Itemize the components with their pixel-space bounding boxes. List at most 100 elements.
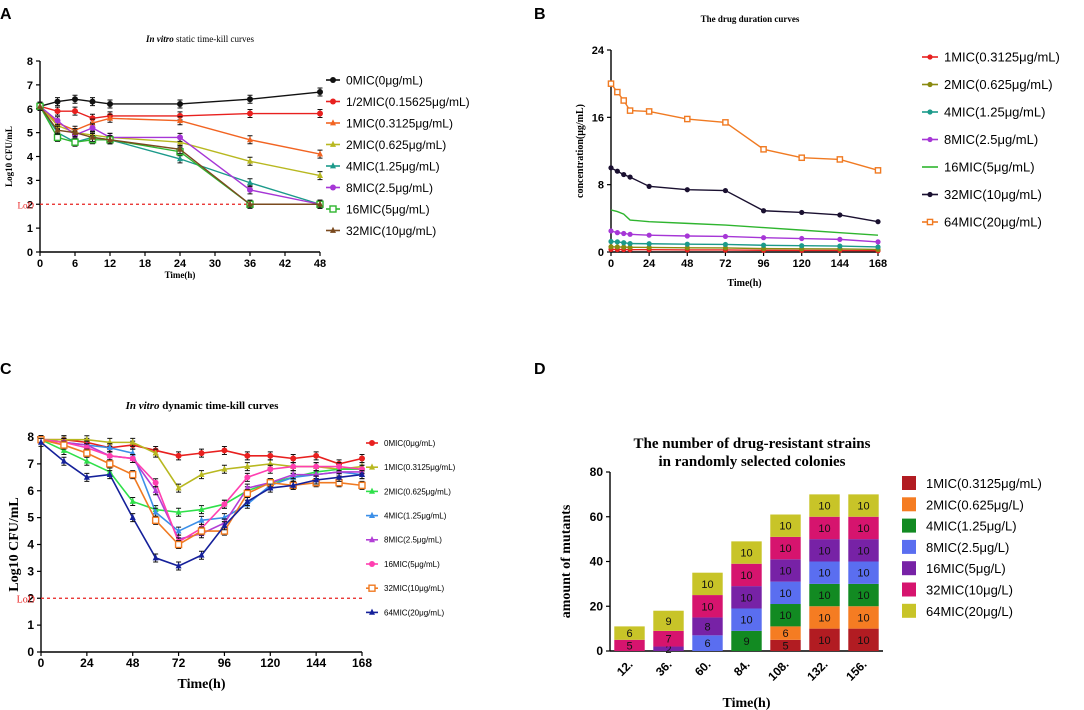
data-point xyxy=(760,146,767,153)
data-point xyxy=(317,200,323,207)
y-tick-label: 5 xyxy=(27,511,34,525)
legend-label: 8MIC(2.5μg/mL) xyxy=(346,181,433,195)
legend-marker xyxy=(329,205,337,213)
legend-label: 32MIC(10μg/mL) xyxy=(384,584,445,593)
data-point xyxy=(317,110,323,117)
data-point xyxy=(152,449,159,456)
chart-b-drug-duration: The drug duration curves 0 24 48 72 96 120 144 1… xyxy=(575,14,1060,289)
data-point xyxy=(89,133,96,140)
legend-swatch xyxy=(902,518,916,533)
data-point xyxy=(152,479,159,486)
data-point xyxy=(152,486,159,494)
bar-stack-5: 10 10 10 10 10 10 10 xyxy=(809,494,840,651)
series-line xyxy=(39,105,321,177)
legend-item: 4MIC(1.25μg/mL) xyxy=(366,511,447,520)
bar-segment xyxy=(809,516,840,540)
y-tick-label: 6 xyxy=(27,484,34,498)
data-point xyxy=(799,209,805,216)
data-point xyxy=(608,238,614,245)
data-point xyxy=(244,462,251,469)
data-point xyxy=(684,187,690,193)
bar-value-label: 10 xyxy=(857,568,869,580)
legend-item: 32MIC(10μg/mL) xyxy=(922,187,1042,202)
data-point xyxy=(60,457,67,464)
legend-marker xyxy=(369,463,375,470)
data-point xyxy=(177,145,183,152)
data-point xyxy=(177,100,183,107)
data-point xyxy=(38,438,44,445)
legend-item: 32MIC(10μg/mL) xyxy=(326,224,436,238)
data-point xyxy=(836,156,844,163)
series-line xyxy=(610,209,879,236)
data-point xyxy=(107,100,113,107)
data-point xyxy=(175,484,182,491)
y-tick-label: 5 xyxy=(27,128,33,140)
x-tick-label: 48 xyxy=(681,258,693,270)
bar-value-label: 2 xyxy=(665,644,671,656)
panel-label-d: D xyxy=(534,361,546,378)
x-tick-label: 144 xyxy=(831,258,850,270)
y-tick-label: 8 xyxy=(598,180,604,192)
data-point xyxy=(151,516,160,525)
data-point xyxy=(244,474,251,481)
bar-segment xyxy=(731,563,762,587)
data-point xyxy=(221,521,228,529)
x-tick-label: 120 xyxy=(260,656,280,670)
series-2 xyxy=(608,238,881,250)
data-point xyxy=(107,114,113,121)
bar-value-label: 10 xyxy=(818,501,830,513)
bar-segment xyxy=(809,606,840,629)
bar-value-label: 10 xyxy=(740,592,752,604)
x-axis-label: Time(h) xyxy=(178,677,226,692)
data-point xyxy=(608,165,614,171)
bar-segment xyxy=(848,561,879,584)
data-point xyxy=(646,241,652,247)
data-point xyxy=(875,244,881,250)
data-point xyxy=(874,167,882,174)
panel-label-b: B xyxy=(534,6,546,23)
x-tick-label: 48 xyxy=(126,656,140,670)
legend-item: 4MIC(1.25μg/L) xyxy=(902,518,1017,534)
legend-marker xyxy=(926,218,934,226)
data-point xyxy=(54,126,61,133)
panel-label-a: A xyxy=(0,6,12,23)
data-point xyxy=(54,108,61,115)
x-tick-label: 168 xyxy=(352,656,372,670)
x-tick-label: 12. xyxy=(614,657,636,679)
x-tick-label: 0 xyxy=(608,258,614,270)
legend-label: 64MIC(20μg/L) xyxy=(926,604,1013,619)
data-point xyxy=(106,438,113,445)
data-point xyxy=(837,212,843,218)
legend-item: 0MIC(0μg/mL) xyxy=(366,439,436,448)
data-point xyxy=(247,186,253,193)
lod-label: LoD xyxy=(17,594,35,605)
data-point xyxy=(313,452,320,459)
bar-segment xyxy=(731,541,762,564)
chart-title: In vitro dynamic time-kill curves xyxy=(125,400,280,412)
data-point xyxy=(875,219,881,225)
bar-segment xyxy=(848,516,879,540)
chart-title-line-1: The number of drug-resistant strains xyxy=(634,436,871,452)
bar-value-label: 10 xyxy=(857,590,869,602)
y-tick-label: 8 xyxy=(27,56,33,68)
data-point xyxy=(243,489,252,498)
legend-label: 1MIC(0.3125μg/mL) xyxy=(384,463,456,472)
bar-value-label: 9 xyxy=(665,616,671,628)
x-tick-label: 48 xyxy=(314,258,326,270)
y-tick-label: 20 xyxy=(590,599,604,613)
y-tick-label: 4 xyxy=(27,538,34,552)
legend-item: 0MIC(0μg/mL) xyxy=(326,73,423,87)
data-point xyxy=(197,527,206,535)
data-point xyxy=(72,128,78,136)
x-tick-label: 72 xyxy=(719,258,731,270)
legend-marker xyxy=(369,511,375,518)
legend-item: 1MIC(0.3125μg/mL) xyxy=(366,463,456,472)
x-tick-label: 18 xyxy=(139,258,151,270)
data-point xyxy=(621,240,627,246)
legend-label: 0MIC(0μg/mL) xyxy=(384,439,436,448)
bar-value-label: 10 xyxy=(818,635,830,647)
data-point xyxy=(359,455,365,462)
data-point xyxy=(837,236,843,242)
data-point xyxy=(336,463,343,470)
